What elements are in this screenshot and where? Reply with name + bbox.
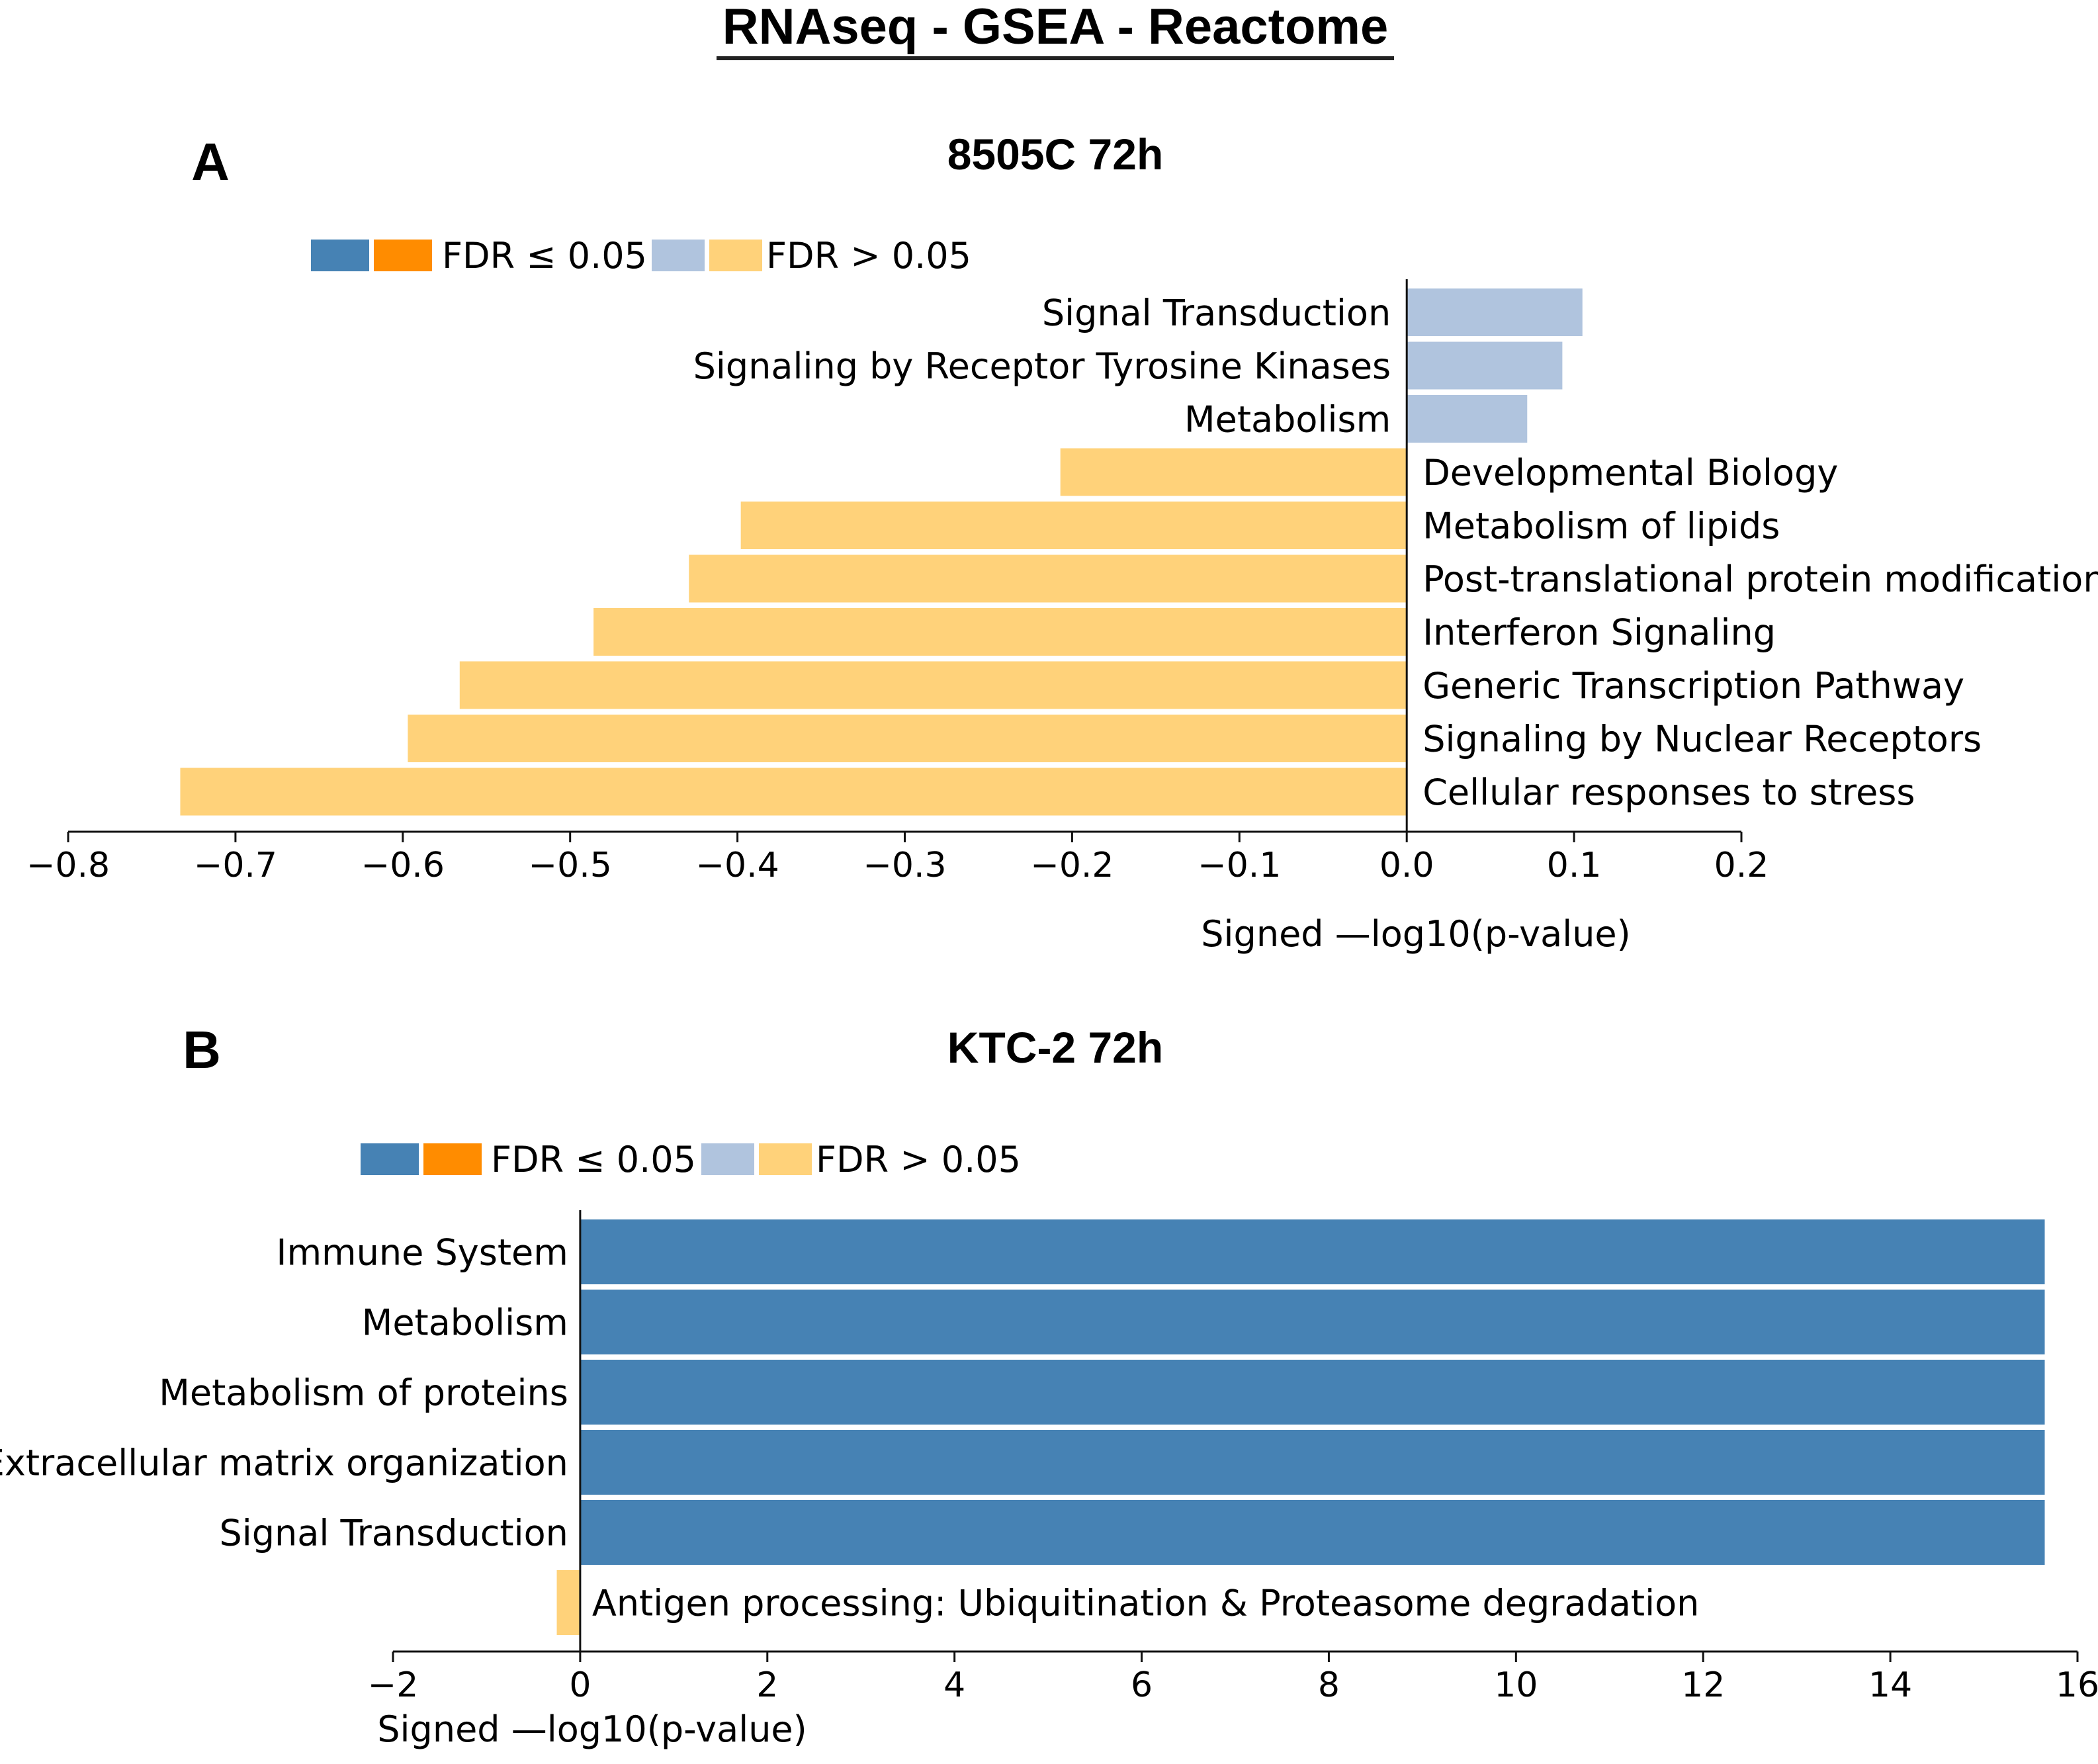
legend-b-nonsig-label: FDR > 0.05: [816, 1139, 1021, 1180]
panel-a-legend: FDR ≤ 0.05 FDR > 0.05: [311, 235, 971, 277]
panel-a-plot: Signal Transduction Signaling by Receptor…: [26, 279, 2098, 885]
panel-a-x-tick-label: −0.8: [26, 846, 110, 885]
panel-a-bar: [408, 715, 1407, 762]
panel-b-x-tick-label: 8: [1318, 1665, 1340, 1705]
legend-a-nonsig-label: FDR > 0.05: [766, 235, 971, 277]
panel-a-bar: [1407, 288, 1583, 336]
panel-b-bar: [580, 1219, 2045, 1284]
panel-b-category-label: Antigen processing: Ubiquitination & Pro…: [592, 1582, 1699, 1624]
legend-a-swatch-down-sig: [374, 240, 432, 271]
panel-b-bar: [580, 1360, 2045, 1425]
panel-b-category-label: Signal Transduction: [220, 1512, 568, 1554]
panel-a-x-tick-label: −0.5: [529, 846, 612, 885]
panel-a-letter: A: [191, 132, 230, 191]
panel-a-xlabel: Signed —log10(p-value): [1201, 913, 1630, 955]
panel-a-bar: [1407, 395, 1528, 443]
panel-a-x-tick-label: 0.1: [1547, 846, 1602, 885]
panel-b-category-label: Immune System: [277, 1231, 568, 1273]
panel-b-category-label: Metabolism: [362, 1301, 568, 1343]
panel-a-category-label: Cellular responses to stress: [1422, 772, 1915, 813]
panel-b-x-tick-label: 0: [569, 1665, 591, 1705]
panel-a-category-label: Metabolism of lipids: [1422, 505, 1780, 547]
panel-a-category-label: Developmental Biology: [1422, 452, 1838, 494]
panel-b-x-tick-label: 6: [1131, 1665, 1153, 1705]
legend-b-swatch-up-sig: [361, 1143, 419, 1175]
panel-b-category-label: Metabolism of proteins: [159, 1372, 568, 1413]
panel-a-title: 8505C 72h: [947, 130, 1164, 179]
panel-b-title: KTC-2 72h: [947, 1023, 1163, 1072]
panel-a-category-label: Signaling by Nuclear Receptors: [1422, 718, 1982, 760]
panel-b-plot: Immune System Metabolism Metabolism of pro…: [0, 1210, 2098, 1705]
panel-a-x-tick-label: −0.6: [361, 846, 445, 885]
panel-a-category-label: Signaling by Receptor Tyrosine Kinases: [693, 345, 1391, 387]
panel-b-x-tick-label: 12: [1681, 1665, 1725, 1705]
panel-a: A 8505C 72h FDR ≤ 0.05 FDR > 0.05 Signal…: [26, 130, 2098, 955]
panel-b-bar: [556, 1570, 580, 1635]
panel-b-xlabel: Signed —log10(p-value): [377, 1708, 807, 1750]
panel-b-x-tick-label: 4: [943, 1665, 965, 1705]
panel-a-category-label: Metabolism: [1184, 398, 1391, 440]
panel-b-x-tick-label: 16: [2056, 1665, 2098, 1705]
panel-b-legend: FDR ≤ 0.05 FDR > 0.05: [361, 1139, 1021, 1180]
panel-a-x-tick-label: −0.2: [1030, 846, 1114, 885]
panel-a-x-tick-label: 0.2: [1714, 846, 1769, 885]
legend-b-swatch-down-nonsig: [759, 1143, 812, 1175]
figure-title: RNAseq - GSEA - Reactome: [722, 0, 1389, 55]
legend-b-swatch-up-nonsig: [701, 1143, 754, 1175]
panel-a-x-tick-label: −0.7: [194, 846, 277, 885]
panel-a-bar: [180, 768, 1407, 816]
panel-b: B KTC-2 72h FDR ≤ 0.05 FDR > 0.05 Immune…: [0, 1020, 2098, 1750]
panel-a-x-tick-label: −0.1: [1198, 846, 1281, 885]
panel-a-bar: [689, 554, 1407, 603]
panel-b-x-tick-label: 14: [1868, 1665, 1912, 1705]
panel-b-category-label: Extracellular matrix organization: [0, 1442, 568, 1483]
legend-b-sig-label: FDR ≤ 0.05: [491, 1139, 696, 1180]
legend-a-sig-label: FDR ≤ 0.05: [442, 235, 647, 277]
panel-a-bar: [1407, 341, 1563, 390]
panel-a-bar: [459, 661, 1407, 709]
panel-a-x-tick-label: −0.3: [863, 846, 946, 885]
panel-b-bar: [580, 1430, 2045, 1495]
panel-b-x-tick-label: −2: [368, 1665, 419, 1705]
panel-a-bar: [740, 502, 1407, 549]
panel-a-category-label: Post-translational protein modification: [1422, 558, 2098, 600]
panel-a-category-label: Signal Transduction: [1042, 292, 1391, 333]
legend-b-swatch-down-sig: [423, 1143, 482, 1175]
legend-a-swatch-up-nonsig: [652, 240, 705, 271]
panel-a-category-label: Generic Transcription Pathway: [1422, 665, 1964, 707]
panel-b-letter: B: [183, 1020, 221, 1079]
panel-a-bar: [593, 608, 1407, 656]
panel-b-bar: [580, 1290, 2045, 1354]
panel-b-bar: [580, 1500, 2045, 1565]
panel-b-x-tick-label: 2: [756, 1665, 778, 1705]
panel-a-category-label: Interferon Signaling: [1422, 611, 1776, 653]
panel-a-bar: [1060, 448, 1407, 496]
legend-a-swatch-down-nonsig: [709, 240, 762, 271]
panel-a-x-tick-label: −0.4: [695, 846, 779, 885]
panel-a-x-tick-label: 0.0: [1379, 846, 1434, 885]
legend-a-swatch-up-sig: [311, 240, 369, 271]
panel-b-x-tick-label: 10: [1494, 1665, 1538, 1705]
